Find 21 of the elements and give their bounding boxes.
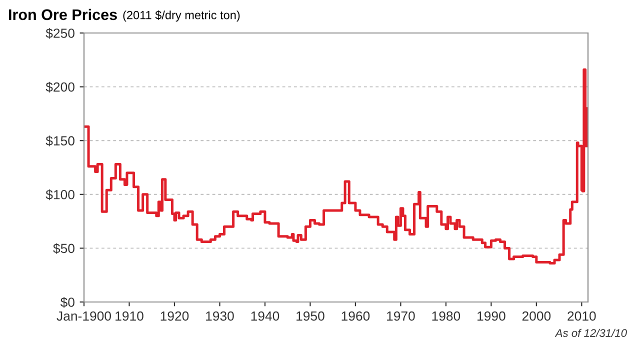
y-tick-label: $150 — [46, 136, 74, 146]
chart-subtitle: (2011 $/dry metric ton) — [123, 10, 240, 22]
x-tick-label: 1960 — [342, 311, 370, 321]
x-tick-label: 1970 — [387, 311, 415, 321]
x-tick-label: 1910 — [116, 311, 144, 321]
x-tick-label: 1950 — [296, 311, 324, 321]
y-tick-label: $0 — [60, 297, 74, 308]
x-tick-label: 1940 — [251, 311, 280, 321]
y-tick-label: $50 — [53, 243, 74, 254]
x-tick-label: Jan-1900 — [56, 311, 111, 321]
y-tick-label: $250 — [46, 28, 74, 39]
y-tick-label: $200 — [46, 82, 74, 92]
x-tick-label: 1920 — [160, 311, 189, 321]
x-tick-label: 1930 — [206, 311, 234, 321]
x-tick-label: 1990 — [478, 311, 506, 321]
x-tick-label: 1980 — [432, 311, 460, 321]
chart-title: Iron Ore Prices — [9, 8, 117, 20]
x-tick-label: 2010 — [568, 311, 596, 321]
y-tick-label: $100 — [46, 189, 74, 200]
x-tick-label: 2000 — [522, 311, 551, 321]
text: As of 12/31/10 — [554, 328, 627, 337]
